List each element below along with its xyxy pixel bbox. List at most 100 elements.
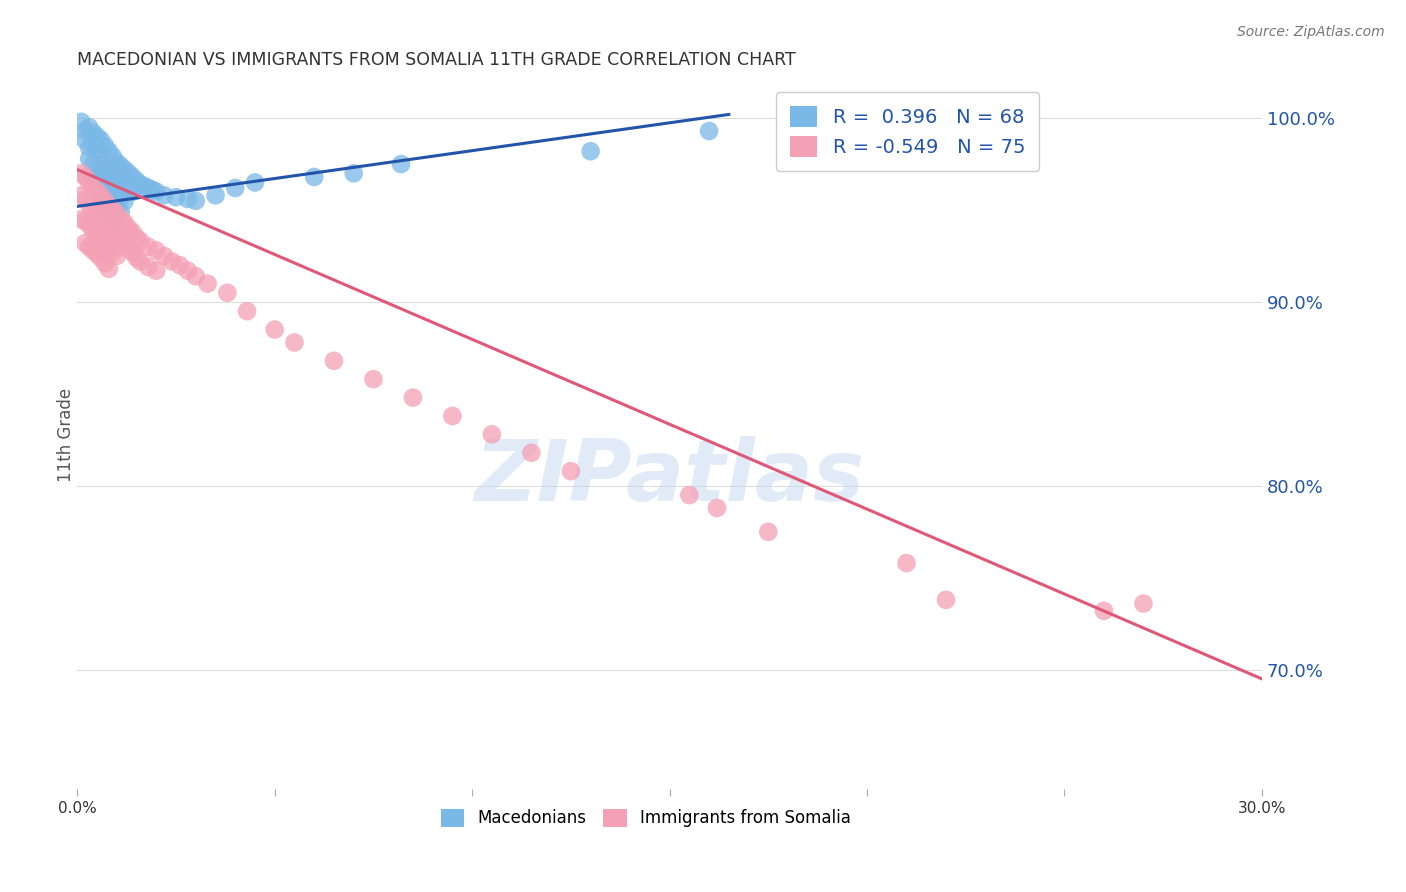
Point xyxy=(138,240,160,254)
Point xyxy=(935,592,957,607)
Point xyxy=(86,129,108,144)
Point xyxy=(117,242,139,256)
Point xyxy=(441,409,464,423)
Point xyxy=(97,207,120,221)
Point xyxy=(97,161,120,175)
Point xyxy=(82,202,104,217)
Point xyxy=(363,372,385,386)
Point xyxy=(114,194,136,208)
Point xyxy=(114,236,136,251)
Point xyxy=(263,322,285,336)
Point xyxy=(160,254,183,268)
Point xyxy=(121,245,143,260)
Point xyxy=(97,199,120,213)
Point xyxy=(82,169,104,184)
Point xyxy=(177,192,200,206)
Y-axis label: 11th Grade: 11th Grade xyxy=(58,388,75,483)
Point xyxy=(283,335,305,350)
Point xyxy=(77,240,100,254)
Point xyxy=(75,124,97,138)
Point xyxy=(86,207,108,221)
Point xyxy=(90,133,112,147)
Point xyxy=(678,488,700,502)
Point xyxy=(125,174,148,188)
Point xyxy=(90,166,112,180)
Point xyxy=(402,391,425,405)
Point xyxy=(129,254,152,268)
Legend: Macedonians, Immigrants from Somalia: Macedonians, Immigrants from Somalia xyxy=(434,802,858,834)
Point xyxy=(141,183,163,197)
Point xyxy=(114,216,136,230)
Point xyxy=(101,181,124,195)
Point xyxy=(105,155,128,169)
Text: MACEDONIAN VS IMMIGRANTS FROM SOMALIA 11TH GRADE CORRELATION CHART: MACEDONIAN VS IMMIGRANTS FROM SOMALIA 11… xyxy=(77,51,796,69)
Point xyxy=(197,277,219,291)
Point xyxy=(70,115,93,129)
Point xyxy=(101,212,124,227)
Point xyxy=(520,446,543,460)
Point xyxy=(697,124,720,138)
Point xyxy=(184,194,207,208)
Point xyxy=(75,133,97,147)
Point xyxy=(224,181,246,195)
Point xyxy=(75,192,97,206)
Point xyxy=(343,166,366,180)
Point xyxy=(75,169,97,184)
Point xyxy=(94,256,117,270)
Point xyxy=(101,166,124,180)
Point xyxy=(77,120,100,135)
Point xyxy=(94,155,117,169)
Point xyxy=(94,171,117,186)
Point xyxy=(110,212,132,227)
Point xyxy=(706,500,728,515)
Point xyxy=(90,181,112,195)
Point xyxy=(75,236,97,251)
Point xyxy=(117,221,139,235)
Point xyxy=(94,194,117,208)
Point xyxy=(82,126,104,140)
Point xyxy=(77,152,100,166)
Point xyxy=(121,169,143,184)
Point xyxy=(70,188,93,202)
Point xyxy=(138,260,160,274)
Point xyxy=(86,142,108,156)
Point xyxy=(1291,696,1313,710)
Point xyxy=(302,169,325,184)
Point xyxy=(145,264,167,278)
Point xyxy=(129,235,152,249)
Point xyxy=(110,190,132,204)
Point xyxy=(86,162,108,177)
Text: Source: ZipAtlas.com: Source: ZipAtlas.com xyxy=(1237,25,1385,39)
Point xyxy=(110,159,132,173)
Point xyxy=(77,176,100,190)
Point xyxy=(1132,597,1154,611)
Point xyxy=(204,188,226,202)
Point xyxy=(105,216,128,230)
Point xyxy=(75,214,97,228)
Point xyxy=(105,207,128,221)
Point xyxy=(134,179,156,194)
Point xyxy=(896,556,918,570)
Point xyxy=(114,162,136,177)
Point xyxy=(145,185,167,199)
Point xyxy=(121,185,143,199)
Point xyxy=(86,247,108,261)
Point xyxy=(82,244,104,258)
Point xyxy=(165,190,187,204)
Point xyxy=(82,136,104,151)
Point xyxy=(114,179,136,194)
Point xyxy=(129,178,152,192)
Point xyxy=(579,145,602,159)
Point xyxy=(77,218,100,232)
Point xyxy=(94,216,117,230)
Point xyxy=(105,169,128,184)
Point xyxy=(243,176,266,190)
Point xyxy=(97,192,120,206)
Point xyxy=(101,150,124,164)
Point xyxy=(389,157,412,171)
Text: ZIPatlas: ZIPatlas xyxy=(474,436,865,519)
Point xyxy=(110,205,132,219)
Point xyxy=(82,181,104,195)
Point xyxy=(94,138,117,153)
Point xyxy=(756,524,779,539)
